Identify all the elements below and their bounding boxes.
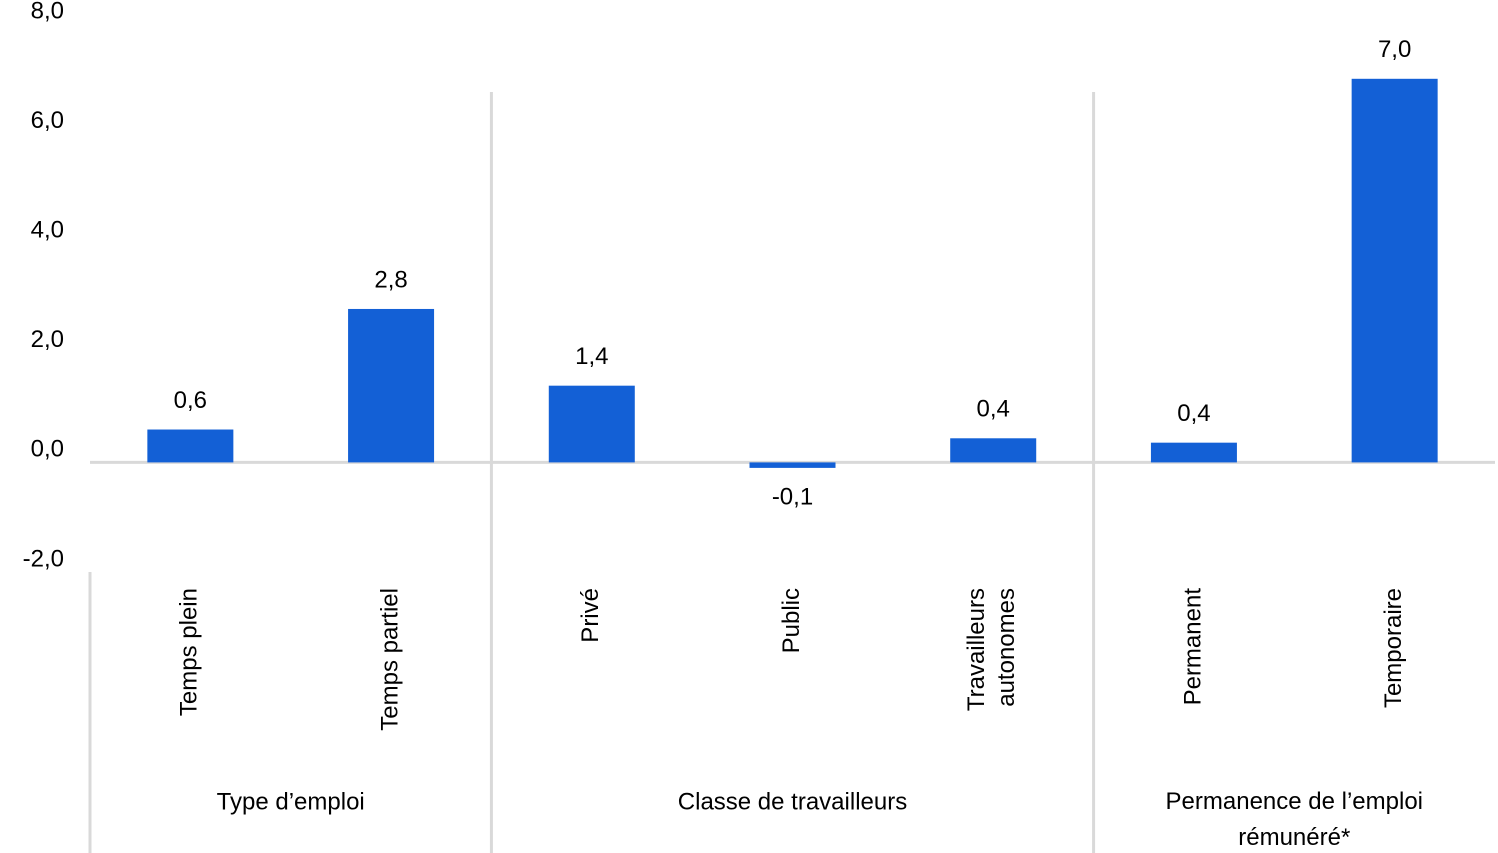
bar	[1351, 78, 1438, 463]
x-tick-label: Temps partiel	[376, 588, 403, 731]
data-label: -0,1	[772, 484, 813, 511]
x-tick-label: Privé	[577, 588, 604, 643]
data-label: 2,8	[374, 266, 407, 293]
group-label: Type d’emploi	[217, 788, 365, 815]
x-tick-label: Temps plein	[176, 588, 203, 716]
data-label: 0,4	[977, 396, 1010, 423]
group-label: Classe de travailleurs	[678, 788, 907, 815]
y-tick-label: 6,0	[31, 107, 64, 134]
data-label: 1,4	[575, 343, 608, 370]
x-tick-label: Travailleurs autonomes	[964, 588, 1021, 711]
data-label: 0,6	[174, 387, 207, 414]
x-tick-label: Permanent	[1179, 588, 1206, 706]
y-tick-label: 4,0	[31, 217, 64, 244]
bar	[749, 462, 836, 468]
y-tick-label: 8,0	[31, 0, 64, 24]
y-tick-label: 0,0	[31, 436, 64, 463]
bar	[1150, 442, 1237, 463]
x-tick-label: Temporaire	[1380, 588, 1407, 708]
data-label: 7,0	[1378, 36, 1411, 63]
x-tick-label: Public	[778, 588, 805, 653]
bar	[950, 438, 1037, 463]
group-label: Permanence de l’emploi rémunéré*	[1166, 788, 1423, 851]
data-label: 0,4	[1177, 400, 1210, 427]
bar	[147, 429, 234, 463]
bar	[348, 308, 435, 463]
y-tick-label: -2,0	[23, 545, 64, 572]
y-tick-label: 2,0	[31, 326, 64, 353]
bar	[548, 385, 635, 463]
